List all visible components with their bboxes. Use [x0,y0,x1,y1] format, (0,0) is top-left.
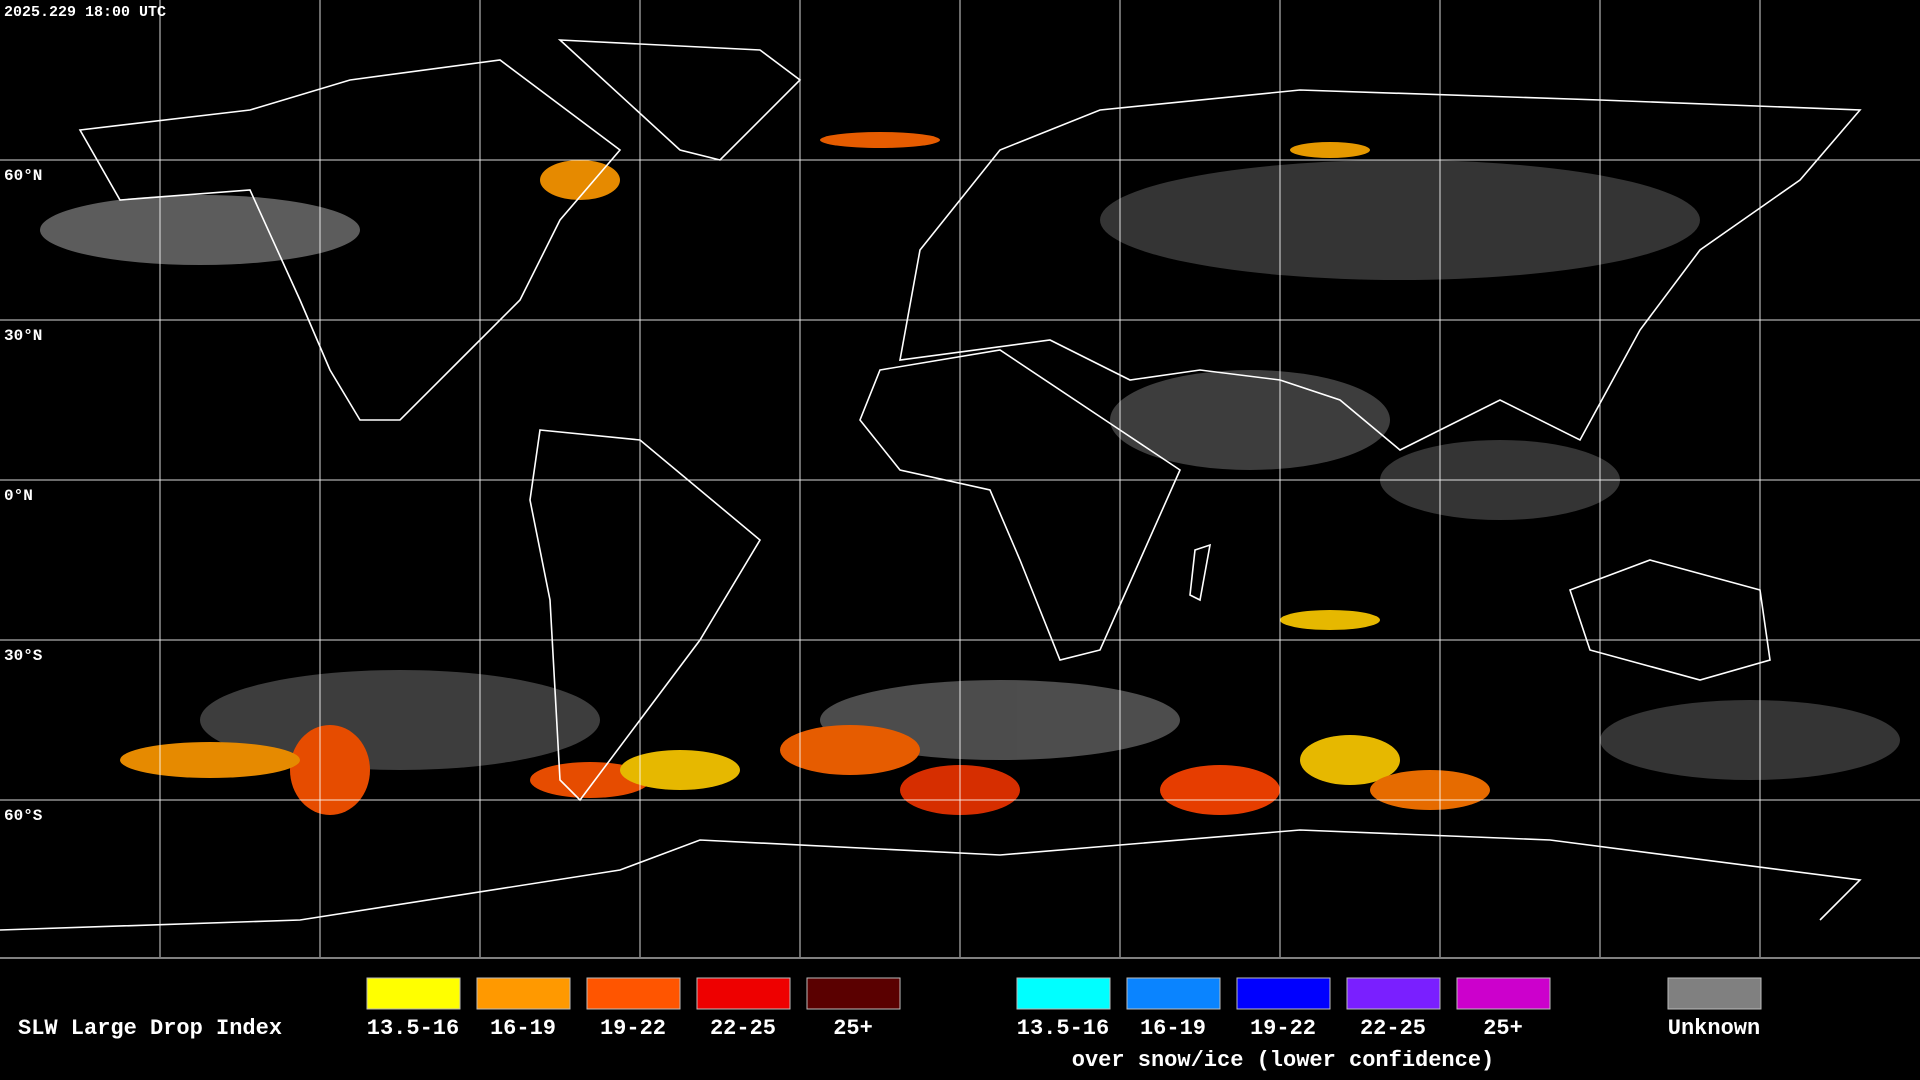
legend-label: Unknown [1668,1016,1760,1041]
latitude-label: 60°S [4,807,43,825]
legend-swatch [1667,977,1762,1010]
cloud-cover [40,132,1900,815]
latitude-label: 30°N [4,327,42,345]
legend-label: 13.5-16 [1017,1016,1109,1041]
legend-label: 22-25 [1360,1016,1426,1041]
legend-swatch [1126,977,1221,1010]
legend-label: 16-19 [490,1016,556,1041]
legend-swatch [1016,977,1111,1010]
legend-swatch [476,977,571,1010]
legend-swatch [696,977,791,1010]
legend-label: 19-22 [600,1016,666,1041]
latitude-label: 0°N [4,487,33,505]
legend-swatch [366,977,461,1010]
coastlines [0,39,1862,931]
legend-label: 22-25 [710,1016,776,1041]
latitude-label: 60°N [4,167,42,185]
legend-swatch [1456,977,1551,1010]
legend-label: 25+ [1483,1016,1523,1041]
latitude-label: 30°S [4,647,43,665]
timestamp: 2025.229 18:00 UTC [4,4,166,21]
legend: SLW Large Drop Index 13.5-16 16-19 19-22 22… [18,977,1762,1073]
legend-label: 25+ [833,1016,873,1041]
legend-swatch [586,977,681,1010]
map: 60°N 30°N 0°N 30°S 60°S 2025.229 18:00 UTC [0,0,1920,957]
legend-label: 16-19 [1140,1016,1206,1041]
legend-swatch [1236,977,1331,1010]
legend-swatch [1346,977,1441,1010]
legend-label: 13.5-16 [367,1016,459,1041]
legend-swatch [806,977,901,1010]
legend-title: SLW Large Drop Index [18,1016,282,1041]
legend-caption: over snow/ice (lower confidence) [1072,1048,1494,1073]
graticule: 60°N 30°N 0°N 30°S 60°S [0,0,1920,957]
legend-label: 19-22 [1250,1016,1316,1041]
